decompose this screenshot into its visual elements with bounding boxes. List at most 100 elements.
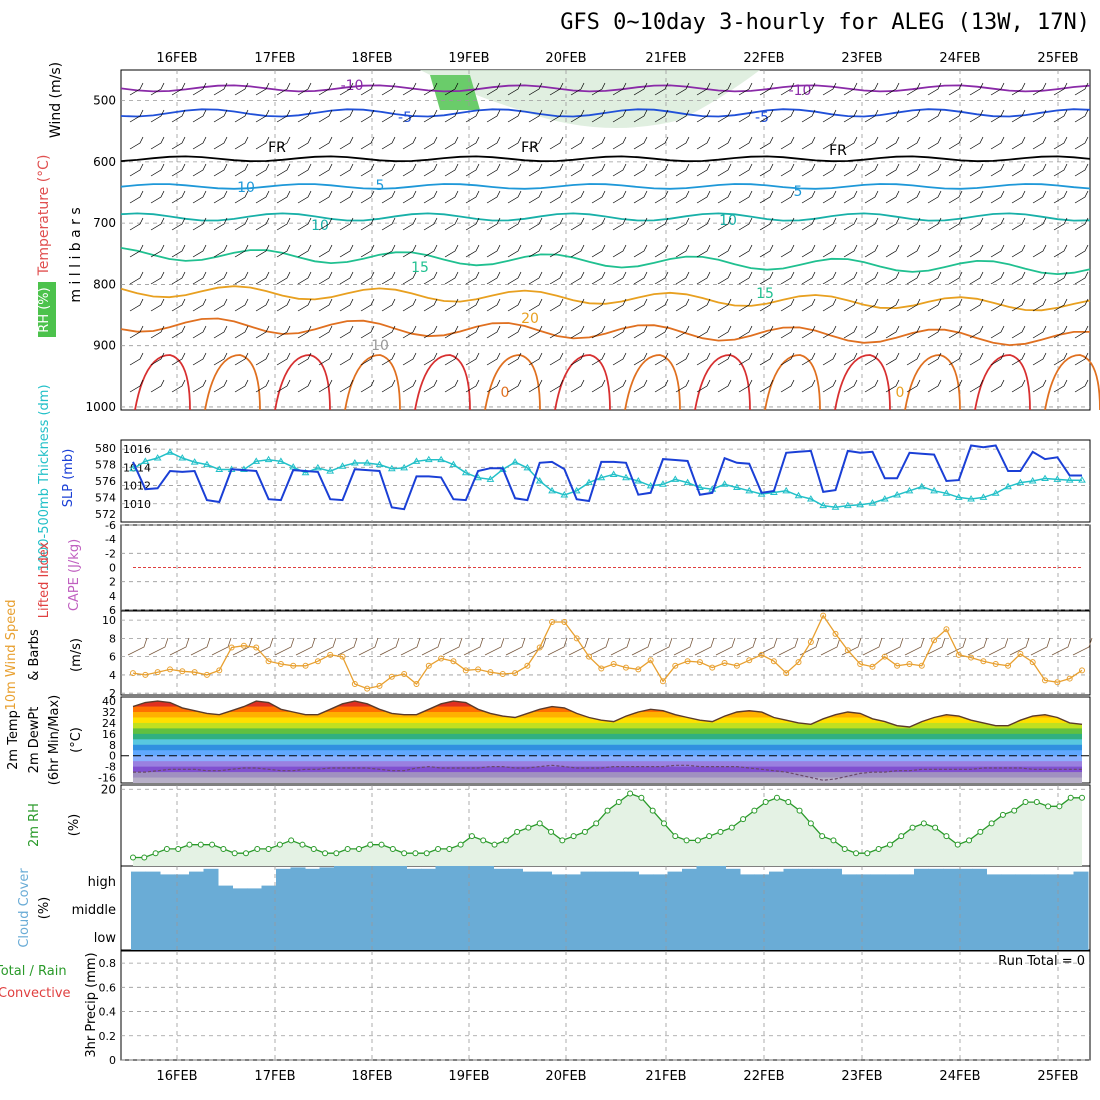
cloud-cover-cell [711, 866, 726, 894]
wind-barb [444, 190, 459, 204]
wind-barb [297, 379, 312, 393]
wind-barb [675, 379, 690, 393]
cloud-cover-cell [406, 868, 422, 894]
wind-barb [507, 163, 522, 177]
wind-barb [339, 190, 354, 204]
wind-barb [255, 82, 270, 96]
wind-barb [591, 298, 606, 312]
wind-barb [234, 298, 249, 312]
wind-barb [276, 379, 291, 393]
cloud-cover-cell [218, 885, 233, 894]
wind-barb [1074, 271, 1089, 285]
isotherm-line [120, 285, 1091, 312]
wind-barb [1032, 190, 1047, 204]
rh-marker [977, 828, 984, 835]
wind-barb [570, 298, 585, 312]
wind-barb [297, 82, 312, 96]
wind-barb [1074, 325, 1089, 339]
cloud-cover-cell [319, 894, 335, 922]
rh-marker [299, 841, 306, 848]
wind-speed-marker [573, 635, 580, 642]
cloud-cover-cell [899, 894, 915, 922]
wind-barb [717, 163, 732, 177]
surface-isotherm-loop [764, 354, 821, 411]
wind-barb [444, 271, 459, 285]
wind-speed-marker [388, 673, 395, 680]
cloud-cover-cell [957, 868, 973, 894]
wind-speed-marker [992, 660, 999, 667]
wind-barb [675, 136, 690, 150]
wind-barb [339, 352, 354, 366]
wind-barb [150, 217, 165, 231]
wind-barb [591, 109, 606, 123]
wind-speed-marker [610, 660, 617, 667]
wind-barb [213, 109, 228, 123]
cloud-cover-cell [885, 922, 900, 950]
rh-marker [875, 845, 882, 852]
rh-marker [954, 841, 961, 848]
wind-barb-10m [421, 637, 442, 656]
thickness-marker [683, 478, 692, 486]
wind-barb [129, 244, 144, 258]
wind-barb [990, 352, 1005, 366]
thickness-marker [523, 463, 532, 471]
wind-barb-10m [295, 637, 316, 656]
cloud-cover-cell [392, 922, 407, 950]
wind-barb [318, 163, 333, 177]
wind-barb [843, 352, 858, 366]
wind-barb [360, 82, 375, 96]
rh-area [133, 793, 1082, 866]
wind-barb [213, 136, 228, 150]
thickness-marker [720, 480, 729, 487]
wind-barb [234, 271, 249, 285]
wind-barb [318, 82, 333, 96]
cloud-cover-cell [493, 894, 509, 922]
wind-barb [1032, 217, 1047, 231]
wind-barb [1053, 325, 1068, 339]
wind-barb [864, 136, 879, 150]
isotherm-line [120, 155, 1091, 163]
cloud-cover-cell [566, 894, 581, 922]
wind-barb [381, 271, 396, 285]
wind-speed-marker [376, 682, 383, 689]
rh-units-label: (%) [67, 814, 82, 837]
wind-barb [465, 352, 480, 366]
cloud-cover-cell [276, 922, 291, 950]
barbs-axis-label: & Barbs [27, 629, 42, 681]
wind-barb [591, 82, 606, 96]
cloud-cover-cell [638, 922, 654, 950]
wind-barb [612, 163, 627, 177]
wind-tick: 6 [109, 651, 116, 664]
run-total-label: Run Total = 0 [998, 954, 1085, 969]
wind-barb [738, 190, 753, 204]
wind-barb-10m [379, 637, 400, 656]
wind-barb [465, 109, 480, 123]
rh-marker [265, 845, 272, 852]
lifted-index-tick: 2 [109, 576, 116, 589]
rh-marker [242, 850, 249, 857]
cloud-cover-cell [740, 874, 755, 894]
thickness-marker [609, 470, 618, 477]
cloud-cover-cell [1044, 874, 1060, 894]
wind-speed-marker [154, 669, 161, 676]
wind-barb [192, 217, 207, 231]
rh-marker [570, 833, 577, 840]
wind-barb-10m [736, 637, 757, 656]
thickness-marker [535, 477, 544, 484]
wind-barb [612, 136, 627, 150]
wind-barb [528, 298, 543, 312]
wind-barb [129, 109, 144, 123]
wind-barb [150, 82, 165, 96]
thickness-marker [363, 458, 372, 466]
wind-barb [612, 325, 627, 339]
cloud-cover-cell [406, 894, 422, 922]
cloud-cover-cell [131, 922, 146, 950]
wind-barb [1011, 352, 1026, 366]
rh-marker [209, 841, 216, 848]
wind-barb [423, 352, 438, 366]
wind-barb [906, 244, 921, 258]
wind-speed-marker [869, 663, 876, 670]
wind-barb [528, 190, 543, 204]
rh-marker [389, 845, 396, 852]
